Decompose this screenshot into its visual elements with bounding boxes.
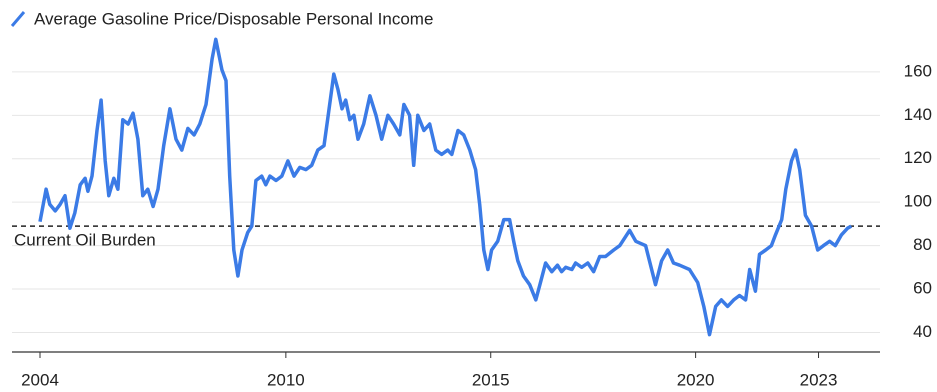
y-tick-label: 160 [904, 61, 932, 80]
x-tick-label: 2010 [267, 370, 305, 389]
y-tick-label: 140 [904, 105, 932, 124]
x-tick-label: 2020 [677, 370, 715, 389]
data-line [38, 37, 853, 337]
y-tick-label: 100 [904, 192, 932, 211]
reference-label: Current Oil Burden [14, 231, 156, 250]
x-tick-label: 2015 [472, 370, 510, 389]
x-tick-label: 2023 [800, 370, 838, 389]
y-tick-label: 40 [913, 322, 932, 341]
y-tick-label: 120 [904, 148, 932, 167]
y-tick-label: 80 [913, 235, 932, 254]
legend-label: Average Gasoline Price/Disposable Person… [34, 9, 433, 28]
y-tick-label: 60 [913, 279, 932, 298]
legend-swatch [10, 11, 26, 27]
x-tick-label: 2004 [21, 370, 59, 389]
